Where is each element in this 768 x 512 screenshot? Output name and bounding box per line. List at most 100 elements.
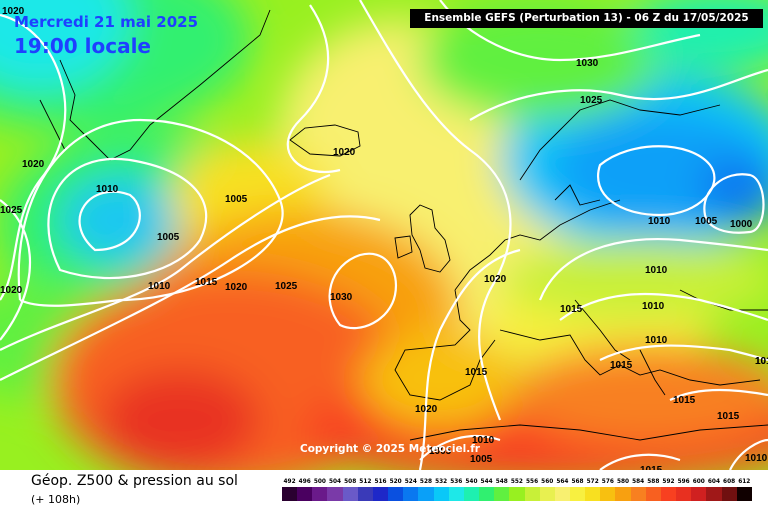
scale-swatch [600, 487, 616, 501]
scale-swatch [433, 487, 449, 501]
scale-swatch [403, 487, 419, 501]
model-run-banner: Ensemble GEFS (Perturbation 13) - 06 Z d… [410, 9, 763, 28]
scale-tick-label: 536 [450, 479, 463, 485]
scale-tick-label: 576 [601, 479, 614, 485]
map-title: Géop. Z500 & pression au sol [31, 473, 238, 489]
isobar-label: 1015 [717, 411, 740, 422]
scale-tick-label: 492 [283, 479, 296, 485]
legend-footer: Géop. Z500 & pression au sol (+ 108h) 49… [0, 470, 768, 512]
isobar-label: 1010 [472, 435, 495, 446]
isobar-label: 1020 [333, 147, 356, 158]
scale-tick-label: 580 [616, 479, 630, 485]
scale-swatch [615, 487, 631, 501]
scale-tick-label: 504 [328, 479, 342, 485]
scale-tick-label: 600 [692, 479, 705, 485]
scale-swatch [479, 487, 495, 501]
scale-swatch [706, 487, 722, 501]
scale-swatch [585, 487, 601, 501]
scale-swatch [312, 487, 328, 501]
scale-swatch [388, 487, 404, 501]
scale-swatch [554, 487, 570, 501]
isobar-label: 1020 [2, 6, 25, 17]
isobar-label: 1020 [0, 285, 23, 296]
scale-swatch [282, 487, 298, 501]
isobar-label: 1015 [195, 277, 218, 288]
scale-swatch [463, 487, 480, 501]
scale-swatch [645, 487, 661, 501]
color-scale-labels: 492 496 500 504 508 512 516 520 524 528 532 536 540 5… [282, 477, 752, 487]
isobar-label: 1025 [0, 205, 23, 216]
scale-swatch [494, 487, 510, 501]
scale-swatch [630, 487, 646, 501]
isobar-label: 1010 [745, 453, 768, 464]
scale-tick-label: 604 [707, 479, 720, 485]
isobar-label: 1005 [429, 446, 452, 457]
copyright-notice: Copyright © 2025 Meteociel.fr [300, 443, 480, 455]
isobar-label: 1020 [225, 282, 248, 293]
scale-swatch [676, 487, 692, 501]
scale-tick-label: 556 [526, 479, 539, 485]
forecast-hour: (+ 108h) [31, 493, 81, 506]
isobar-label: 1020 [22, 159, 45, 170]
scale-swatch [357, 487, 373, 501]
scale-tick-label: 592 [662, 479, 675, 485]
isobar-label: 1030 [576, 58, 599, 69]
color-scale: 492 496 500 504 508 512 516 520 524 528 532 536 540 5… [282, 477, 752, 505]
scale-tick-label: 528 [419, 479, 433, 485]
geopotential-field [0, 0, 768, 470]
scale-swatch [539, 487, 555, 501]
isobar-label: 1010 [645, 265, 668, 276]
scale-swatch [736, 487, 752, 501]
scale-tick-label: 500 [313, 479, 326, 485]
scale-tick-label: 608 [723, 479, 736, 485]
scale-tick-label: 516 [374, 479, 387, 485]
scale-swatch [448, 487, 464, 501]
isobar-label: 1005 [470, 454, 493, 465]
isobar-label: 1025 [580, 95, 603, 106]
scale-tick-label: 612 [738, 479, 751, 485]
scale-swatch [509, 487, 525, 501]
isobar-label: 1010 [648, 216, 671, 227]
scale-tick-label: 568 [571, 479, 584, 485]
scale-swatch [418, 487, 434, 501]
isobar-label: 1015 [610, 360, 633, 371]
scale-tick-label: 572 [586, 479, 599, 485]
isobars [0, 0, 768, 470]
forecast-date: Mercredi 21 mai 2025 [14, 13, 199, 31]
scale-tick-label: 584 [632, 479, 645, 485]
scale-tick-label: 524 [404, 479, 417, 485]
scale-tick-label: 520 [389, 479, 402, 485]
isobar-label: 1015 [755, 356, 768, 367]
scale-tick-label: 544 [480, 479, 493, 485]
scale-tick-label: 596 [677, 479, 690, 485]
isobar-label: 1010 [755, 356, 768, 367]
scale-swatch [524, 487, 540, 501]
isobar-label: 1005 [695, 216, 718, 227]
scale-tick-label: 496 [298, 479, 311, 485]
scale-swatch [327, 487, 343, 501]
scale-swatch [660, 487, 677, 501]
isobar-label: 1015 [465, 367, 488, 378]
forecast-local-time: 19:00 locale [14, 34, 151, 58]
isobar-label: 1015 [673, 395, 696, 406]
isobar-label: 1010 [645, 335, 668, 346]
scale-swatch [691, 487, 707, 501]
scale-tick-label: 552 [510, 479, 523, 485]
scale-swatch [342, 487, 358, 501]
scale-tick-label: 560 [541, 479, 554, 485]
isobar-label: 1015 [560, 304, 583, 315]
isobar-label: 1010 [96, 184, 119, 195]
scale-tick-label: 548 [495, 479, 508, 485]
scale-tick-label: 588 [647, 479, 660, 485]
scale-tick-label: 564 [556, 479, 569, 485]
isobar-label: 1000 [730, 219, 753, 230]
scale-tick-label: 512 [359, 479, 372, 485]
scale-tick-label: 508 [344, 479, 357, 485]
isobar-label: 1010 [642, 301, 665, 312]
scale-swatch [297, 487, 313, 501]
isobar-label: 1005 [157, 232, 180, 243]
scale-tick-label: 532 [435, 479, 448, 485]
